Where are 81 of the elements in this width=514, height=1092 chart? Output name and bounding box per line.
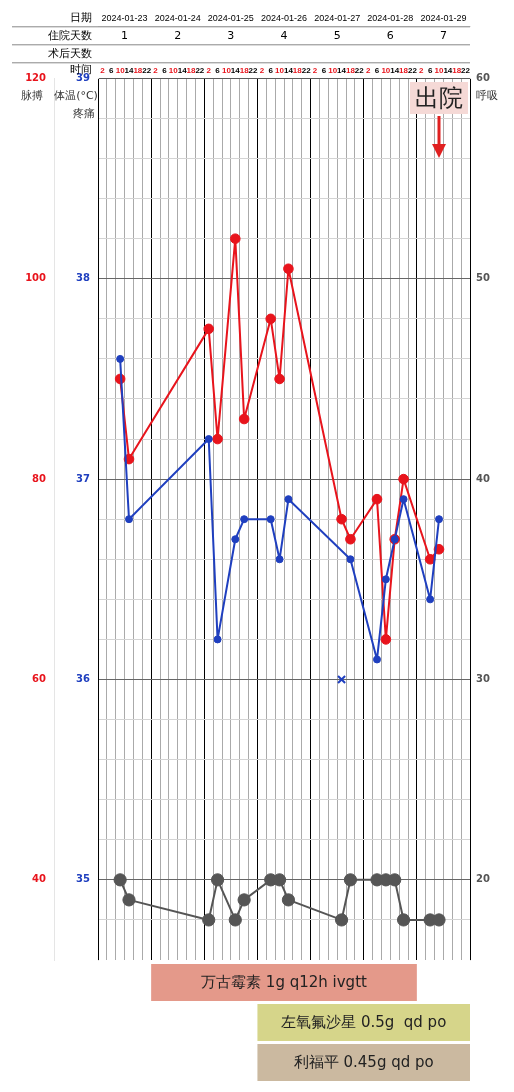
y3-tick-label: 50 <box>476 272 490 284</box>
x-tick-label: 18 <box>133 65 143 75</box>
x-tick-label: 10 <box>381 65 391 75</box>
x-tick-label: 6 <box>427 65 433 75</box>
y2-axis-title: 脉搏 <box>21 89 43 103</box>
y2-tick-label: 80 <box>32 472 47 484</box>
y3-tick-label: 30 <box>476 673 490 685</box>
x-tick-label: 18 <box>239 65 250 75</box>
text: 利福平 0.45g qd po <box>293 1052 434 1071</box>
text: 术后天数 <box>48 46 92 60</box>
x-tick-label: 2 <box>153 65 159 75</box>
y2-tick-label: 40 <box>32 873 47 885</box>
x2-tick-label: 2024-01-26 <box>260 12 308 23</box>
text: 4 <box>280 28 288 42</box>
x-tick-label: 22 <box>407 65 418 75</box>
x-tick-label: 2 <box>100 65 106 75</box>
x-tick-label: 6 <box>268 65 274 75</box>
text: 左氧氟沙星 0.5g qd po <box>281 1012 447 1031</box>
x-tick-label: 10 <box>275 65 285 75</box>
x2-tick-label: 2024-01-27 <box>314 12 361 23</box>
x2-axis-title: 日期 <box>70 11 92 25</box>
x-tick-label: 6 <box>215 65 221 75</box>
text: 3 <box>227 28 235 42</box>
x-tick-label: 2 <box>259 65 265 75</box>
y2-tick-label: 120 <box>25 71 47 83</box>
x-tick-label: 10 <box>328 65 338 75</box>
x-tick-label: 18 <box>452 65 462 75</box>
x-tick-label: 22 <box>461 65 471 75</box>
y-tick-label: 38 <box>76 272 91 284</box>
x-tick-label: 14 <box>283 65 294 75</box>
x-tick-label: 2 <box>365 65 371 75</box>
y3-tick-label: 20 <box>476 873 490 885</box>
x-tick-label: 6 <box>162 65 168 75</box>
text: 万古霉素 1g q12h ivgtt <box>201 972 368 991</box>
x2-tick-label: 2024-01-25 <box>207 12 254 23</box>
text: 6 <box>386 28 394 42</box>
x-tick-label: 10 <box>434 65 444 75</box>
text: 5 <box>333 28 341 42</box>
x-tick-label: 18 <box>292 65 303 75</box>
x-tick-label: 22 <box>248 65 258 75</box>
x2-tick-label: 2024-01-29 <box>420 12 467 23</box>
x-tick-label: 6 <box>374 65 380 75</box>
y2-tick-label: 60 <box>32 673 47 685</box>
text: 住院天数 <box>48 28 92 42</box>
x-tick-label: 10 <box>168 65 179 75</box>
x-tick-label: 14 <box>443 65 453 75</box>
x-tick-label: 10 <box>115 65 126 75</box>
x2-tick-label: 2024-01-24 <box>154 12 201 23</box>
x-tick-label: 2 <box>312 65 318 75</box>
x-tick-label: 14 <box>390 65 400 75</box>
x-tick-label: 10 <box>221 65 232 75</box>
x-tick-label: 14 <box>230 65 241 75</box>
x-tick-label: 14 <box>337 65 347 75</box>
x2-tick-label: 2024-01-28 <box>367 12 414 23</box>
x-tick-label: 22 <box>301 65 312 75</box>
text: 1 <box>121 28 129 42</box>
x-tick-label: 14 <box>124 65 134 75</box>
x-tick-label: 22 <box>354 65 365 75</box>
y-tick-label: 37 <box>76 472 91 484</box>
x2-tick-label: 2024-01-23 <box>101 12 148 23</box>
x-tick-label: 2 <box>419 65 425 75</box>
text: 疼痛 <box>73 107 95 121</box>
text: 2 <box>174 28 182 42</box>
annotation: 出院 <box>410 82 468 115</box>
text: 7 <box>439 28 447 42</box>
x-tick-label: 18 <box>345 65 356 75</box>
x-tick-label: 18 <box>186 65 196 75</box>
x-tick-label: 2 <box>206 65 212 75</box>
x-tick-label: 6 <box>109 65 115 75</box>
x-tick-label: 22 <box>195 65 205 75</box>
y-tick-label: 36 <box>76 673 91 685</box>
x-tick-label: 22 <box>142 65 152 75</box>
y-axis-title: 体温(°C) <box>54 89 98 103</box>
y2-tick-label: 100 <box>25 272 47 284</box>
x-tick-label: 6 <box>321 65 327 75</box>
y3-axis-title: 呼吸 <box>476 89 498 103</box>
x-tick-label: 18 <box>399 65 409 75</box>
x-tick-label: 14 <box>177 65 188 75</box>
y3-tick-label: 60 <box>476 71 490 83</box>
y-tick-label: 35 <box>76 873 91 885</box>
y3-tick-label: 40 <box>476 472 490 484</box>
